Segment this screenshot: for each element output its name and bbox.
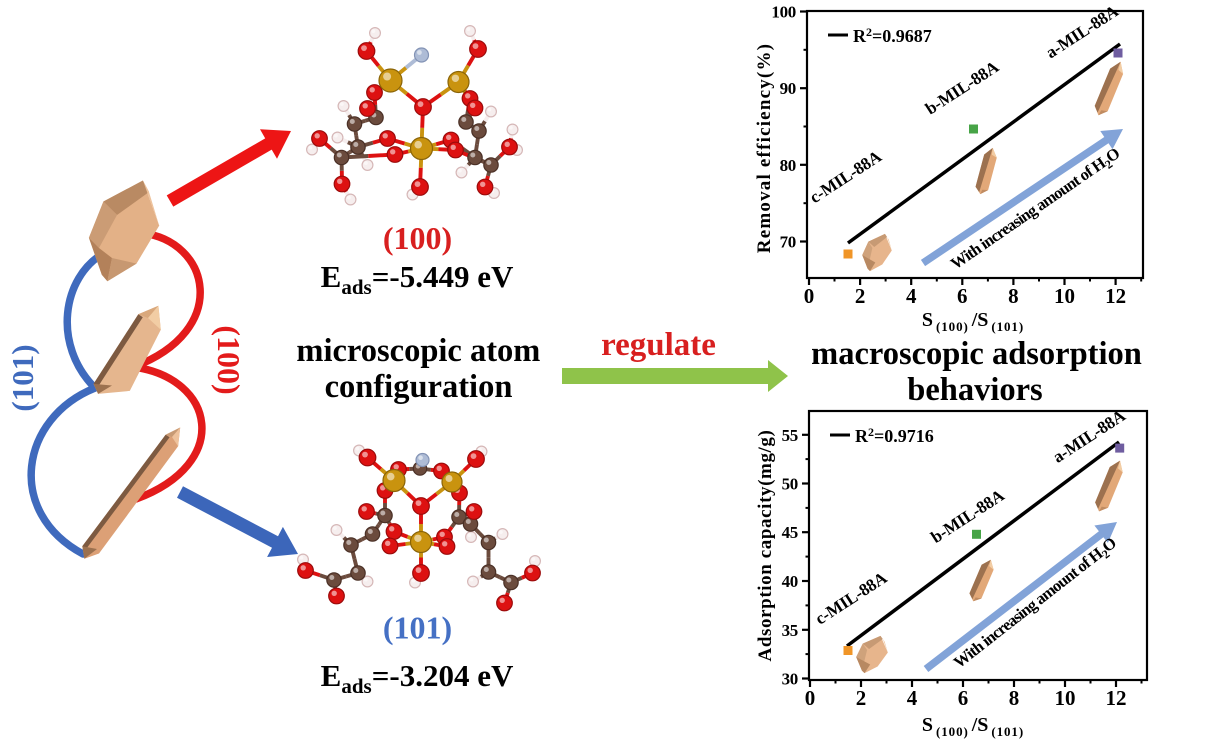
svg-text:Adsorption capacity(mg/g): Adsorption capacity(mg/g): [755, 430, 776, 662]
svg-text:macroscopic adsorption: macroscopic adsorption: [811, 336, 1142, 372]
svg-text:(101): (101): [5, 344, 40, 411]
svg-text:40: 40: [782, 572, 798, 591]
svg-text:0: 0: [805, 686, 816, 710]
svg-text:6: 6: [957, 284, 968, 308]
svg-text:Removal efficiency(%): Removal efficiency(%): [754, 43, 775, 253]
svg-text:behaviors: behaviors: [907, 372, 1042, 408]
svg-text:8: 8: [1008, 284, 1019, 308]
svg-text:30: 30: [782, 670, 798, 689]
svg-text:12: 12: [1105, 284, 1126, 308]
svg-text:R2=0.9687: R2=0.9687: [853, 25, 932, 46]
svg-text:8: 8: [1009, 686, 1020, 710]
svg-text:2: 2: [856, 686, 867, 710]
svg-text:55: 55: [782, 426, 798, 445]
svg-text:10: 10: [1054, 284, 1075, 308]
svg-text:12: 12: [1106, 686, 1127, 710]
svg-text:4: 4: [906, 284, 917, 308]
svg-text:4: 4: [907, 686, 918, 710]
svg-text:regulate: regulate: [601, 327, 716, 363]
svg-text:10: 10: [1055, 686, 1076, 710]
svg-text:2: 2: [855, 284, 866, 308]
svg-text:(100): (100): [211, 325, 247, 394]
svg-text:50: 50: [782, 475, 798, 494]
svg-text:6: 6: [958, 686, 969, 710]
svg-text:70: 70: [780, 233, 796, 252]
svg-text:Eads=-3.204 eV: Eads=-3.204 eV: [321, 658, 514, 698]
svg-text:0: 0: [804, 284, 815, 308]
svg-text:35: 35: [782, 621, 798, 640]
svg-text:90: 90: [780, 79, 796, 98]
svg-text:microscopic atom: microscopic atom: [296, 333, 540, 369]
svg-text:100: 100: [771, 3, 796, 22]
svg-text:(101): (101): [383, 610, 452, 646]
svg-text:(100): (100): [383, 220, 452, 256]
svg-text:45: 45: [782, 523, 798, 542]
svg-text:R2=0.9716: R2=0.9716: [855, 425, 934, 446]
svg-text:80: 80: [780, 156, 796, 175]
svg-text:configuration: configuration: [325, 369, 513, 405]
